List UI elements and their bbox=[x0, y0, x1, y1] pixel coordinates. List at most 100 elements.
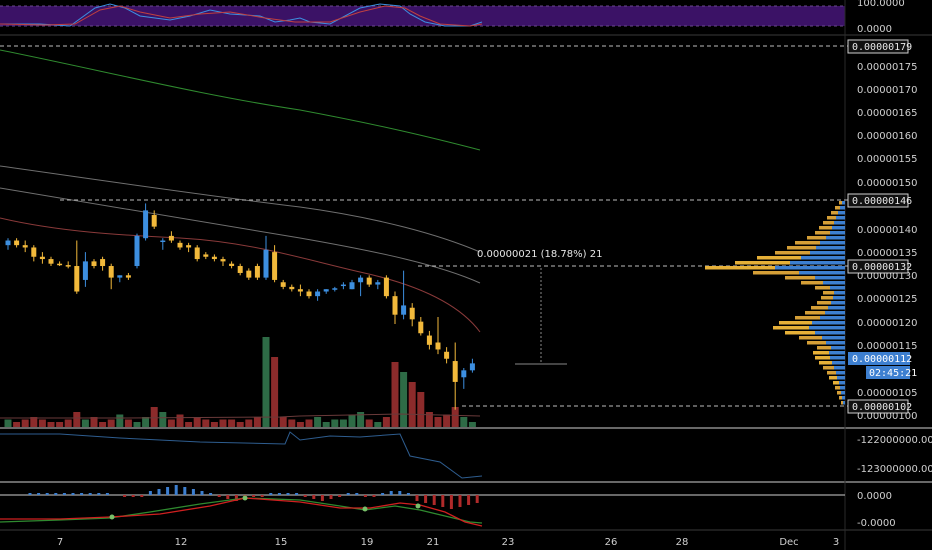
price-tick-150: 0.00000150 bbox=[857, 178, 917, 189]
volume-bar bbox=[253, 417, 261, 427]
candlesticks bbox=[5, 203, 475, 410]
volume-profile-bar bbox=[815, 276, 845, 280]
price-tick-100: 0.00000100 bbox=[857, 411, 917, 422]
price-tick-170: 0.00000170 bbox=[857, 85, 917, 96]
volume-bar bbox=[4, 419, 12, 427]
macd-histogram-bar bbox=[295, 493, 299, 495]
volume-bar bbox=[443, 414, 451, 427]
macd-histogram-bar bbox=[355, 493, 359, 495]
volume-profile-bar bbox=[753, 271, 799, 275]
macd-histogram-bar bbox=[140, 495, 144, 497]
measure-tool[interactable]: 0.00000021 (18.78%) 21 bbox=[477, 249, 602, 365]
volume-bar bbox=[374, 422, 382, 427]
time-axis-tick: 12 bbox=[175, 537, 188, 548]
macd-histogram-bar bbox=[475, 495, 479, 503]
volume-profile-bar bbox=[841, 391, 845, 395]
candle-body bbox=[117, 275, 123, 278]
volume-profile-bar bbox=[815, 231, 830, 235]
ma-grey-line-1 bbox=[0, 165, 481, 253]
volume-profile-bar bbox=[790, 261, 845, 265]
volume-profile-bar bbox=[831, 346, 845, 350]
candle-body bbox=[444, 351, 450, 359]
candle-body bbox=[31, 247, 37, 257]
volume-profile-bar bbox=[822, 336, 845, 340]
volume-profile-bar bbox=[801, 256, 845, 260]
volume-profile-bar bbox=[840, 206, 845, 210]
macd-histogram-bar bbox=[372, 495, 376, 497]
volume-profile-bar bbox=[820, 241, 845, 245]
volume-bar bbox=[331, 419, 339, 427]
time-axis-tick: 7 bbox=[57, 537, 63, 548]
candle-body bbox=[383, 277, 389, 297]
volume-profile-bar bbox=[819, 226, 832, 230]
candle-body bbox=[194, 247, 200, 260]
volume-profile-bar bbox=[821, 296, 833, 300]
volume-bar bbox=[279, 417, 287, 427]
volume-profile-bar bbox=[826, 341, 845, 345]
volume-profile bbox=[705, 201, 845, 405]
candle-body bbox=[392, 296, 398, 315]
ma-green-line bbox=[0, 49, 481, 151]
volume-bars bbox=[0, 337, 481, 427]
price-tick-140: 0.00000140 bbox=[857, 225, 917, 236]
candle-body bbox=[323, 289, 329, 292]
volume-profile-bar bbox=[830, 231, 845, 235]
volume-bar bbox=[107, 419, 115, 427]
candle-body bbox=[151, 215, 157, 227]
macd-histogram-bar bbox=[449, 495, 453, 509]
volume-bar bbox=[202, 419, 210, 427]
price-marker-132: 0.00000132 bbox=[847, 259, 912, 274]
macd-histogram-bar bbox=[183, 487, 187, 495]
candle-body bbox=[332, 288, 338, 290]
volume-bar bbox=[451, 407, 459, 427]
volume-bar bbox=[56, 422, 64, 427]
volume-profile-bar bbox=[816, 246, 845, 250]
candle-body bbox=[469, 363, 475, 371]
time-axis[interactable]: 7 12 15 19 21 23 26 28 Dec 3 bbox=[57, 537, 839, 548]
time-axis-tick: 15 bbox=[275, 537, 288, 548]
volume-profile-bar bbox=[787, 246, 816, 250]
volume-bar bbox=[365, 419, 373, 427]
volume-profile-bar bbox=[799, 336, 822, 340]
obv-line bbox=[0, 431, 483, 479]
macd-histogram-bar bbox=[312, 495, 316, 499]
candle-body bbox=[409, 307, 415, 320]
volume-profile-bar bbox=[837, 391, 841, 395]
price-marker-102: 0.00000102 bbox=[847, 399, 912, 414]
volume-profile-bar bbox=[827, 371, 836, 375]
volume-profile-bar bbox=[836, 216, 845, 220]
volume-bar bbox=[99, 422, 107, 427]
candle-body bbox=[57, 263, 63, 266]
candle-body bbox=[74, 266, 80, 292]
macd-histogram-bar bbox=[277, 493, 281, 495]
volume-profile-bar bbox=[829, 351, 845, 355]
countdown-marker: 02:45:21 bbox=[866, 366, 917, 379]
macd-histogram-bar bbox=[217, 495, 221, 497]
volume-bar bbox=[245, 419, 253, 427]
volume-profile-bar bbox=[826, 236, 845, 240]
candle-body bbox=[366, 277, 372, 285]
volume-profile-bar bbox=[809, 326, 845, 330]
candle-body bbox=[5, 240, 11, 246]
volume-bar bbox=[30, 417, 38, 427]
volume-bar bbox=[47, 422, 55, 427]
volume-bar bbox=[468, 422, 476, 427]
candle-body bbox=[435, 342, 441, 350]
time-axis-tick: 21 bbox=[427, 537, 440, 548]
volume-profile-bar bbox=[823, 291, 834, 295]
volume-bar bbox=[408, 382, 416, 427]
volume-profile-bar bbox=[775, 251, 810, 255]
price-marker-179-label: 0.00000179 bbox=[852, 42, 912, 53]
candle-body bbox=[211, 256, 217, 260]
volume-bar bbox=[382, 417, 390, 427]
time-axis-tick: 26 bbox=[605, 537, 618, 548]
volume-bar bbox=[271, 357, 279, 427]
price-axis[interactable]: 100.0000 0.0000 0.00000175 0.00000170 0.… bbox=[857, 0, 932, 529]
macd-histogram-bar bbox=[148, 491, 152, 495]
macd-histogram-bar bbox=[260, 495, 264, 497]
cross-marker-1 bbox=[109, 514, 115, 520]
macd-histogram-bar bbox=[71, 493, 75, 495]
candle-body bbox=[125, 275, 131, 278]
macd-histogram-bar bbox=[37, 493, 41, 495]
